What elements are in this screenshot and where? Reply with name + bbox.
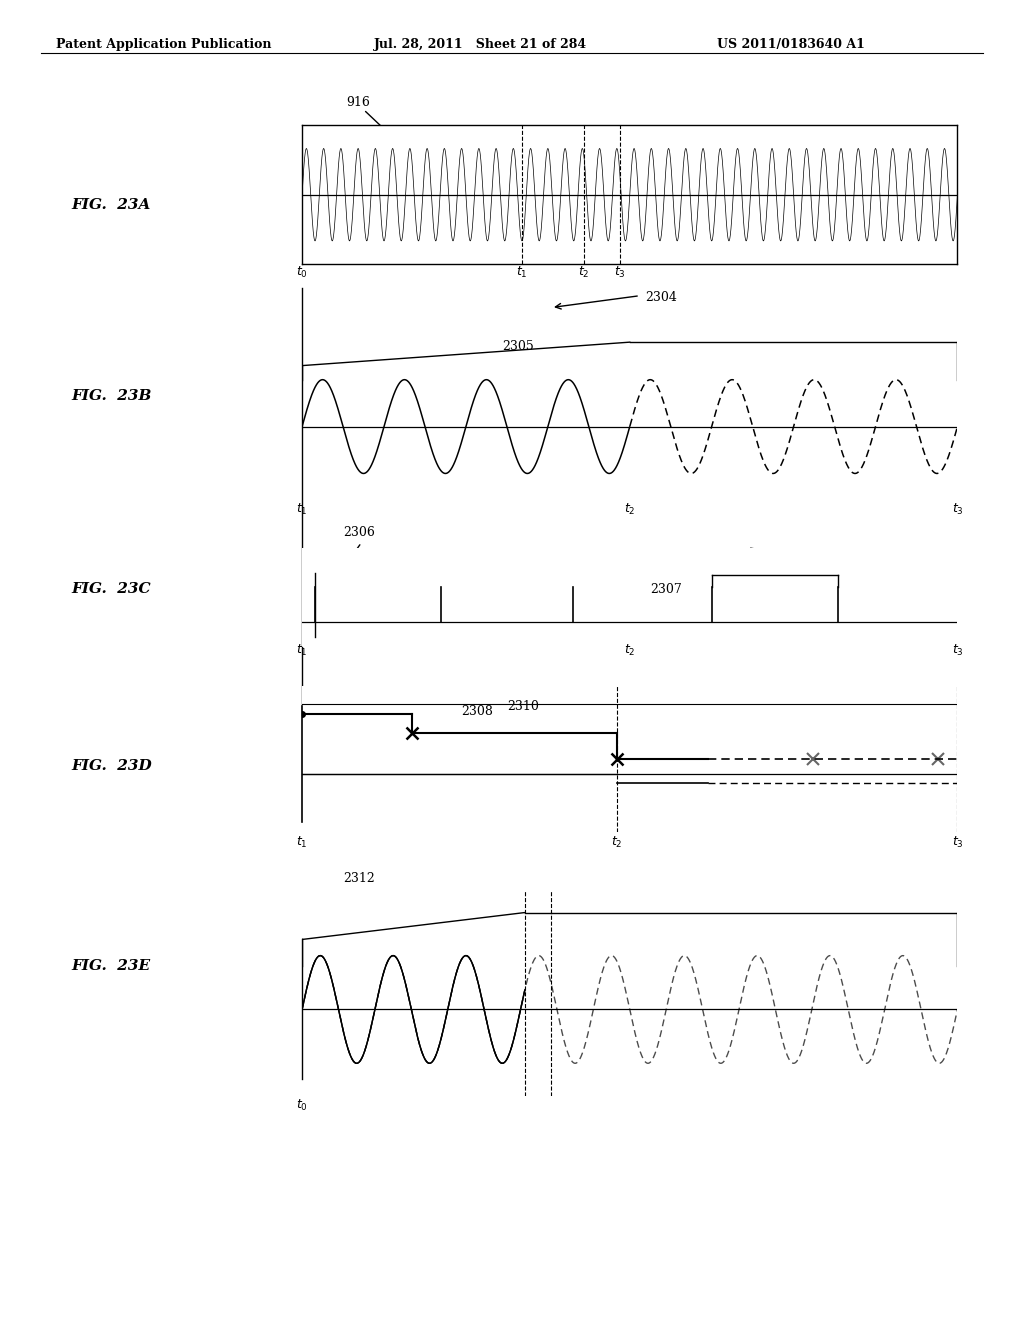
- Text: $t_0$: $t_0$: [296, 1098, 308, 1113]
- Text: US 2011/0183640 A1: US 2011/0183640 A1: [717, 38, 864, 51]
- Text: 2308: 2308: [461, 705, 493, 718]
- Text: 2304: 2304: [645, 290, 677, 304]
- Text: 2306: 2306: [343, 525, 375, 539]
- Text: 2310: 2310: [507, 700, 539, 713]
- Text: $t_1$: $t_1$: [296, 836, 308, 850]
- Text: 916: 916: [346, 95, 370, 108]
- Text: $t_0$: $t_0$: [296, 264, 308, 280]
- Text: FIG.  23A: FIG. 23A: [72, 198, 152, 211]
- Text: $t_1$: $t_1$: [516, 264, 527, 280]
- Text: FIG.  23D: FIG. 23D: [72, 759, 153, 772]
- Text: Jul. 28, 2011   Sheet 21 of 284: Jul. 28, 2011 Sheet 21 of 284: [374, 38, 587, 51]
- Text: $t_3$: $t_3$: [951, 643, 964, 659]
- Text: $t_2$: $t_2$: [624, 643, 636, 659]
- Text: $t_2$: $t_2$: [579, 264, 590, 280]
- Text: $t_3$: $t_3$: [951, 503, 964, 517]
- Text: $t_2$: $t_2$: [624, 503, 636, 517]
- Text: $t_1$: $t_1$: [296, 643, 308, 659]
- Text: 2312: 2312: [343, 871, 375, 884]
- Text: Patent Application Publication: Patent Application Publication: [56, 38, 271, 51]
- Text: FIG.  23B: FIG. 23B: [72, 389, 152, 403]
- Text: $t_2$: $t_2$: [611, 836, 623, 850]
- Text: $t_1$: $t_1$: [296, 503, 308, 517]
- Text: 2307: 2307: [650, 582, 682, 595]
- Text: FIG.  23E: FIG. 23E: [72, 960, 151, 973]
- Text: FIG.  23C: FIG. 23C: [72, 582, 152, 595]
- Text: 2305: 2305: [502, 339, 534, 352]
- Text: $t_3$: $t_3$: [951, 836, 964, 850]
- Text: $t_3$: $t_3$: [614, 264, 626, 280]
